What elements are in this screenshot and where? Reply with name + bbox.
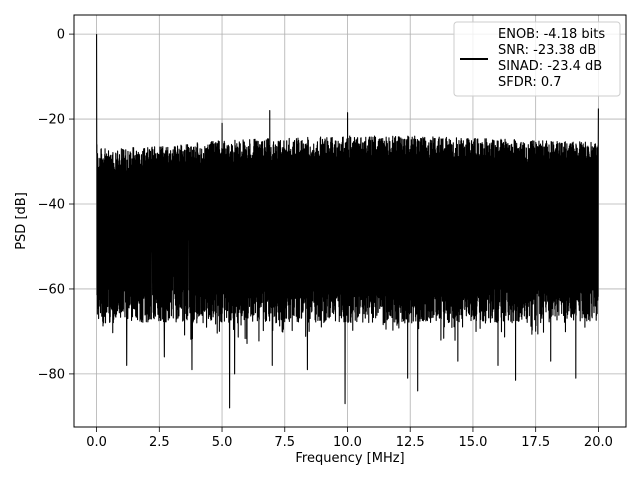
- x-tick-label: 2.5: [149, 435, 170, 450]
- legend-entry-snr: SNR: -23.38 dB: [498, 43, 596, 58]
- legend-entry-sfdr: SFDR: 0.7: [498, 75, 562, 90]
- x-tick-label: 5.0: [212, 435, 233, 450]
- axes-frame: [73, 14, 627, 428]
- y-axis-label: PSD [dB]: [14, 192, 29, 250]
- x-tick-label: 0.0: [86, 435, 107, 450]
- y-tick-label: −20: [38, 113, 65, 128]
- psd-trace: [96, 34, 599, 409]
- psd-series-line: [96, 34, 599, 409]
- x-tick-label: 17.5: [521, 435, 550, 450]
- x-tick-label: 10.0: [333, 435, 362, 450]
- y-axis: 0 −20 −40 −60 −80: [38, 28, 74, 382]
- x-axis-label: Frequency [MHz]: [295, 451, 404, 466]
- legend-entry-enob: ENOB: -4.18 bits: [498, 27, 605, 42]
- y-tick-label: −60: [38, 282, 65, 297]
- x-axis: 0.0 2.5 5.0 7.5 10.0 12.5 15.0 17.5 20.0: [86, 427, 613, 450]
- y-tick-label: −80: [38, 367, 65, 382]
- y-tick-label: −40: [38, 198, 65, 213]
- legend-entry-sinad: SINAD: -23.4 dB: [498, 59, 602, 74]
- legend-box: [453, 21, 621, 97]
- y-tick-label: 0: [57, 28, 65, 43]
- x-tick-label: 12.5: [396, 435, 425, 450]
- x-tick-label: 7.5: [274, 435, 295, 450]
- x-tick-label: 15.0: [458, 435, 487, 450]
- x-tick-label: 20.0: [584, 435, 613, 450]
- legend: ENOB: -4.18 bits SNR: -23.38 dB SINAD: -…: [453, 21, 621, 97]
